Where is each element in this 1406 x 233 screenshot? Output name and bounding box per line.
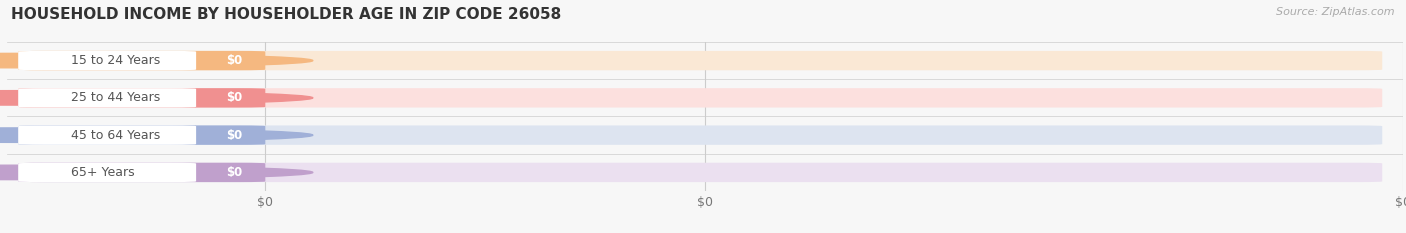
Circle shape	[0, 91, 312, 105]
Text: $0: $0	[1395, 195, 1406, 209]
FancyBboxPatch shape	[18, 163, 195, 182]
Text: $0: $0	[226, 166, 243, 179]
FancyBboxPatch shape	[18, 51, 1382, 70]
FancyBboxPatch shape	[18, 51, 266, 70]
Circle shape	[0, 53, 312, 68]
Text: Source: ZipAtlas.com: Source: ZipAtlas.com	[1277, 7, 1395, 17]
FancyBboxPatch shape	[18, 125, 195, 145]
Text: $0: $0	[257, 195, 273, 209]
Text: HOUSEHOLD INCOME BY HOUSEHOLDER AGE IN ZIP CODE 26058: HOUSEHOLD INCOME BY HOUSEHOLDER AGE IN Z…	[11, 7, 561, 22]
Circle shape	[0, 128, 312, 142]
Text: 15 to 24 Years: 15 to 24 Years	[72, 54, 160, 67]
FancyBboxPatch shape	[18, 125, 266, 145]
FancyBboxPatch shape	[18, 88, 1382, 108]
FancyBboxPatch shape	[18, 163, 1382, 182]
Text: 65+ Years: 65+ Years	[72, 166, 135, 179]
FancyBboxPatch shape	[18, 125, 1382, 145]
Text: $0: $0	[226, 91, 243, 104]
FancyBboxPatch shape	[18, 88, 266, 108]
Text: 45 to 64 Years: 45 to 64 Years	[72, 129, 160, 142]
FancyBboxPatch shape	[18, 163, 266, 182]
FancyBboxPatch shape	[18, 88, 195, 108]
Text: $0: $0	[226, 129, 243, 142]
Circle shape	[0, 165, 312, 180]
Text: 25 to 44 Years: 25 to 44 Years	[72, 91, 160, 104]
FancyBboxPatch shape	[18, 51, 195, 70]
Text: $0: $0	[226, 54, 243, 67]
Text: $0: $0	[697, 195, 713, 209]
